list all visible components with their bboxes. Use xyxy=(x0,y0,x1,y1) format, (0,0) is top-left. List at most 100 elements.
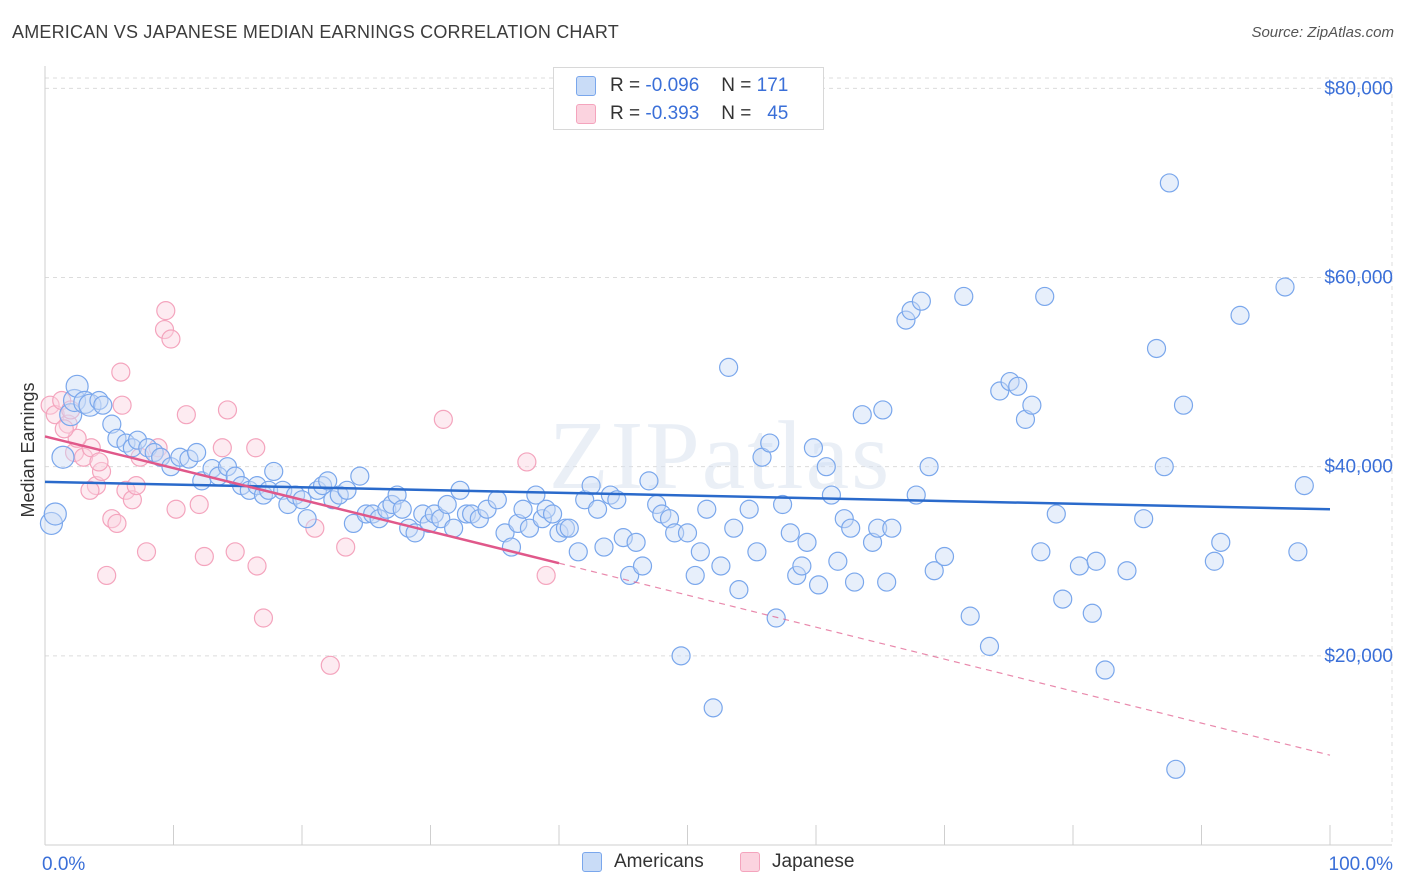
point-americans xyxy=(456,504,477,524)
point-japanese xyxy=(189,494,209,515)
point-americans xyxy=(719,357,739,377)
legend-item-americans[interactable]: Americans xyxy=(582,851,704,873)
point-japanese xyxy=(154,319,175,340)
point-americans xyxy=(1211,532,1231,552)
legend-label-japanese: Japanese xyxy=(772,851,855,872)
point-japanese xyxy=(517,452,537,472)
point-japanese xyxy=(40,395,60,415)
point-americans xyxy=(873,400,893,420)
y-tick-label: $80,000 xyxy=(1324,78,1393,99)
point-americans xyxy=(1082,603,1102,623)
point-japanese xyxy=(161,329,181,349)
x-tick-label: 0.0% xyxy=(42,854,85,875)
point-americans xyxy=(1022,395,1042,415)
legend-swatch-japanese xyxy=(740,852,760,872)
stats-n-label: N = xyxy=(721,103,752,124)
stats-row-americans: R = -0.096 N = 171 xyxy=(576,73,788,99)
point-americans xyxy=(685,565,705,586)
point-americans xyxy=(1046,504,1066,524)
point-americans xyxy=(787,565,807,586)
point-americans xyxy=(1204,551,1224,571)
point-americans xyxy=(392,499,412,519)
point-americans xyxy=(896,310,916,330)
point-americans xyxy=(575,490,595,510)
point-americans xyxy=(852,405,872,425)
stats-n-value: 171 xyxy=(756,75,789,96)
point-americans xyxy=(919,457,939,477)
point-japanese xyxy=(122,490,142,510)
point-japanese xyxy=(126,476,146,496)
point-americans xyxy=(766,608,786,628)
point-americans xyxy=(127,430,148,450)
point-americans xyxy=(632,556,653,576)
stats-legend: R = -0.096 N = 171 R = -0.393 N = 45 xyxy=(553,67,824,130)
legend-item-japanese[interactable]: Japanese xyxy=(740,851,854,873)
point-japanese xyxy=(45,405,65,425)
point-americans xyxy=(1053,589,1073,609)
point-japanese xyxy=(194,546,214,567)
stats-row-japanese: R = -0.393 N = 45 xyxy=(576,101,788,127)
point-americans xyxy=(102,414,122,434)
point-americans xyxy=(792,556,812,576)
stats-n-value: 45 xyxy=(767,103,789,124)
point-americans xyxy=(772,494,793,515)
point-americans xyxy=(39,511,64,536)
trend-line-japanese xyxy=(44,435,560,565)
point-americans xyxy=(803,438,824,458)
point-americans xyxy=(350,466,370,486)
point-americans xyxy=(797,532,817,552)
point-americans xyxy=(690,542,710,562)
point-americans xyxy=(1230,305,1250,325)
point-japanese xyxy=(253,608,274,628)
point-americans xyxy=(841,518,861,538)
point-americans xyxy=(43,502,67,526)
point-americans xyxy=(1294,476,1314,496)
point-americans xyxy=(739,499,759,519)
point-americans xyxy=(437,494,457,515)
point-japanese xyxy=(116,480,136,500)
point-japanese xyxy=(136,542,157,562)
point-japanese xyxy=(112,395,132,415)
point-japanese xyxy=(320,655,340,675)
point-americans xyxy=(697,499,717,519)
point-americans xyxy=(508,513,528,534)
point-americans xyxy=(808,575,829,595)
series-japanese xyxy=(40,301,556,675)
point-americans xyxy=(519,518,540,538)
stats-r-value: -0.096 xyxy=(645,75,700,96)
point-americans xyxy=(568,542,588,562)
point-japanese xyxy=(536,565,556,586)
point-americans xyxy=(587,499,608,519)
y-tick-label: $60,000 xyxy=(1324,268,1393,289)
point-americans xyxy=(659,509,680,529)
point-americans xyxy=(729,580,749,600)
point-americans xyxy=(1134,509,1154,529)
point-americans xyxy=(747,542,767,562)
point-americans xyxy=(877,572,897,592)
point-americans xyxy=(581,476,601,496)
legend-label-americans: Americans xyxy=(614,851,704,872)
source-label: Source: ZipAtlas.com xyxy=(1251,24,1394,41)
point-americans xyxy=(526,485,546,505)
y-tick-label: $20,000 xyxy=(1324,646,1393,667)
point-americans xyxy=(559,518,579,538)
point-americans xyxy=(343,513,363,534)
point-japanese xyxy=(156,301,176,321)
point-americans xyxy=(413,504,433,524)
point-americans xyxy=(979,636,1000,656)
x-tick-label: 100.0% xyxy=(1329,854,1394,875)
point-americans xyxy=(882,518,902,538)
stats-r-value: -0.393 xyxy=(645,103,700,124)
point-japanese xyxy=(80,480,100,500)
point-americans xyxy=(495,523,515,543)
point-americans xyxy=(1035,286,1055,307)
point-americans xyxy=(1069,556,1090,576)
point-japanese xyxy=(336,537,356,557)
point-americans xyxy=(924,561,944,581)
point-americans xyxy=(1173,395,1194,415)
point-americans xyxy=(382,494,402,515)
point-japanese xyxy=(89,452,109,472)
point-americans xyxy=(179,449,199,469)
point-japanese xyxy=(97,565,117,586)
